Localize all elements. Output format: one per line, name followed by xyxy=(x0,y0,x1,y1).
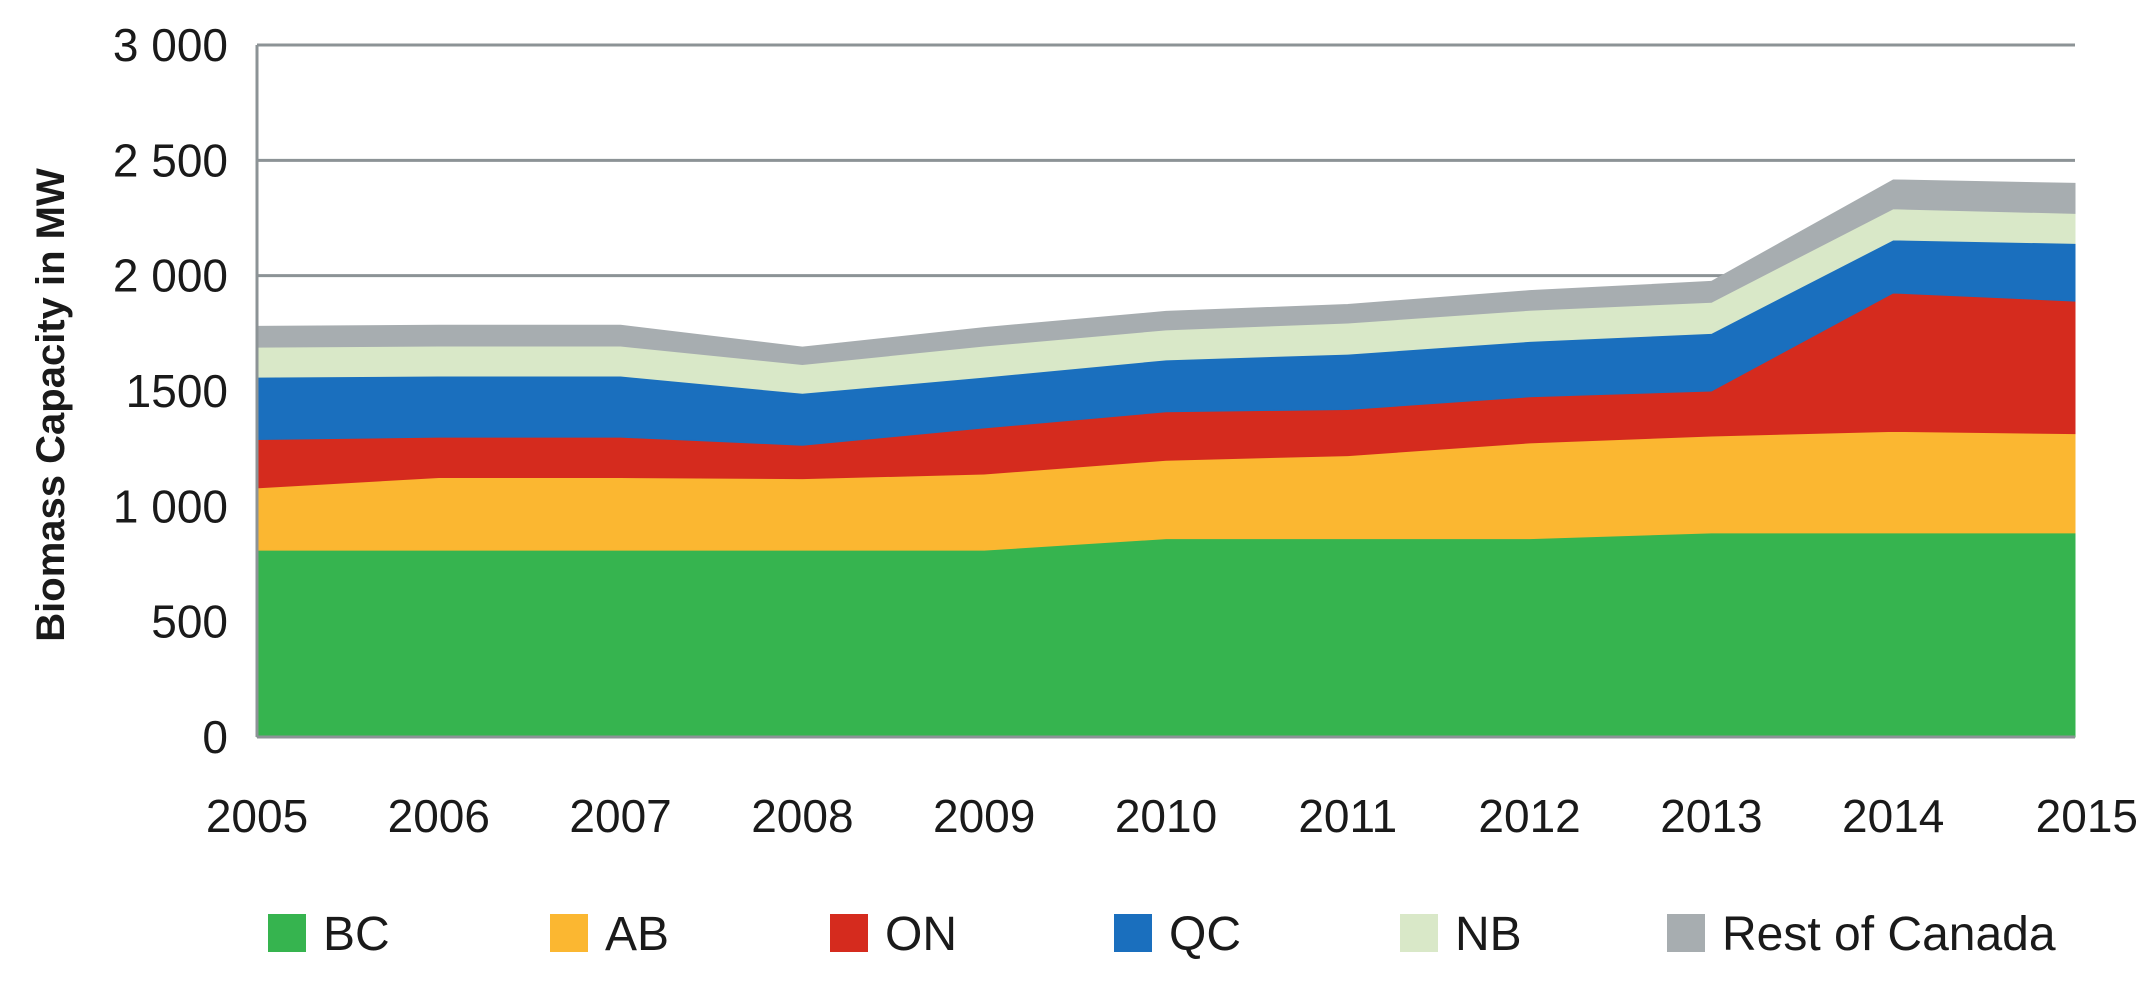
legend: BC AB ON QC NB Rest of Canada xyxy=(268,908,2056,961)
x-tick-label: 2013 xyxy=(1660,790,1762,842)
x-tick-label: 2015 xyxy=(2036,790,2138,842)
legend-swatch-bc xyxy=(268,914,306,952)
x-tick-label: 2005 xyxy=(206,790,308,842)
x-tick-label: 2012 xyxy=(1478,790,1580,842)
legend-swatch-qc xyxy=(1114,914,1152,952)
y-tick-label: 2 000 xyxy=(113,250,228,302)
y-axis-label: Biomass Capacity in MW xyxy=(29,168,73,642)
x-tick-label: 2006 xyxy=(388,790,490,842)
legend-swatch-nb xyxy=(1400,914,1438,952)
legend-label-bc: BC xyxy=(323,908,390,961)
stacked-areas xyxy=(256,179,2076,738)
x-tick-label: 2009 xyxy=(933,790,1035,842)
area-bc xyxy=(256,532,2076,738)
y-tick-label: 2 500 xyxy=(113,134,228,186)
y-tick-label: 1 000 xyxy=(113,480,228,532)
legend-swatch-ab xyxy=(550,914,588,952)
x-tick-label: 2014 xyxy=(1842,790,1944,842)
legend-swatch-on xyxy=(830,914,868,952)
legend-label-qc: QC xyxy=(1169,908,1241,961)
y-tick-labels: 0 500 1 000 1500 2 000 2 500 3 000 xyxy=(113,19,228,763)
legend-swatch-rest-of-canada xyxy=(1667,914,1705,952)
x-tick-label: 2011 xyxy=(1298,790,1397,842)
legend-label-nb: NB xyxy=(1455,908,1522,961)
axes xyxy=(255,45,2075,739)
x-tick-label: 2007 xyxy=(569,790,671,842)
area-rest-of-canada xyxy=(256,179,2076,365)
x-tick-label: 2010 xyxy=(1115,790,1217,842)
x-tick-labels: 2005 2006 2007 2008 2009 2010 2011 2012 2013 2014… xyxy=(206,790,2138,842)
y-tick-label: 1500 xyxy=(126,365,228,417)
y-tick-label: 3 000 xyxy=(113,19,228,71)
y-tick-label: 0 xyxy=(202,711,228,763)
legend-label-on: ON xyxy=(885,908,957,961)
y-tick-label: 500 xyxy=(151,596,228,648)
x-tick-label: 2008 xyxy=(751,790,853,842)
legend-label-rest-of-canada: Rest of Canada xyxy=(1722,908,2056,961)
legend-label-ab: AB xyxy=(605,908,669,961)
